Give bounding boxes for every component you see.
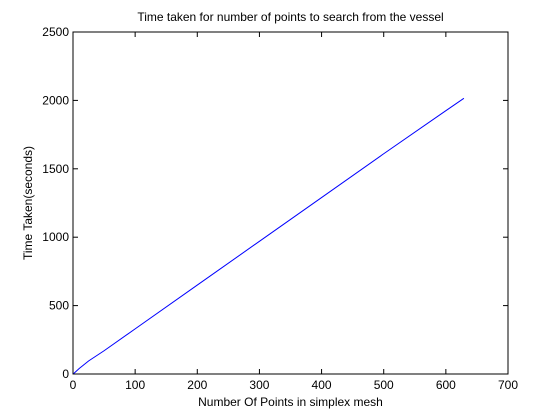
y-tick-label: 1500 <box>42 162 69 176</box>
x-tick-label: 200 <box>187 378 207 392</box>
y-tick-label: 2000 <box>42 93 69 107</box>
y-axis-title: Time Taken(seconds) <box>21 146 35 260</box>
plot-area <box>72 31 509 375</box>
x-tick-label: 300 <box>249 378 269 392</box>
y-tick-label: 500 <box>49 299 69 313</box>
x-tick-label: 500 <box>374 378 394 392</box>
x-tick-label: 0 <box>70 378 77 392</box>
x-axis-title: Number Of Points in simplex mesh <box>198 395 383 409</box>
x-tick-label: 600 <box>436 378 456 392</box>
x-axis-ticks: 0 100 200 300 400 500 600 700 <box>70 32 518 392</box>
y-axis-ticks: 0 500 1000 1500 2000 2500 <box>42 25 508 381</box>
chart-title: Time taken for number of points to searc… <box>137 10 443 24</box>
series-layer <box>73 97 465 374</box>
x-tick-label: 100 <box>125 378 145 392</box>
y-tick-label: 2500 <box>42 25 69 39</box>
x-tick-label: 700 <box>498 378 518 392</box>
y-tick-label: 1000 <box>42 230 69 244</box>
x-tick-label: 400 <box>312 378 332 392</box>
series-line <box>73 97 465 374</box>
y-tick-label: 0 <box>62 367 69 381</box>
